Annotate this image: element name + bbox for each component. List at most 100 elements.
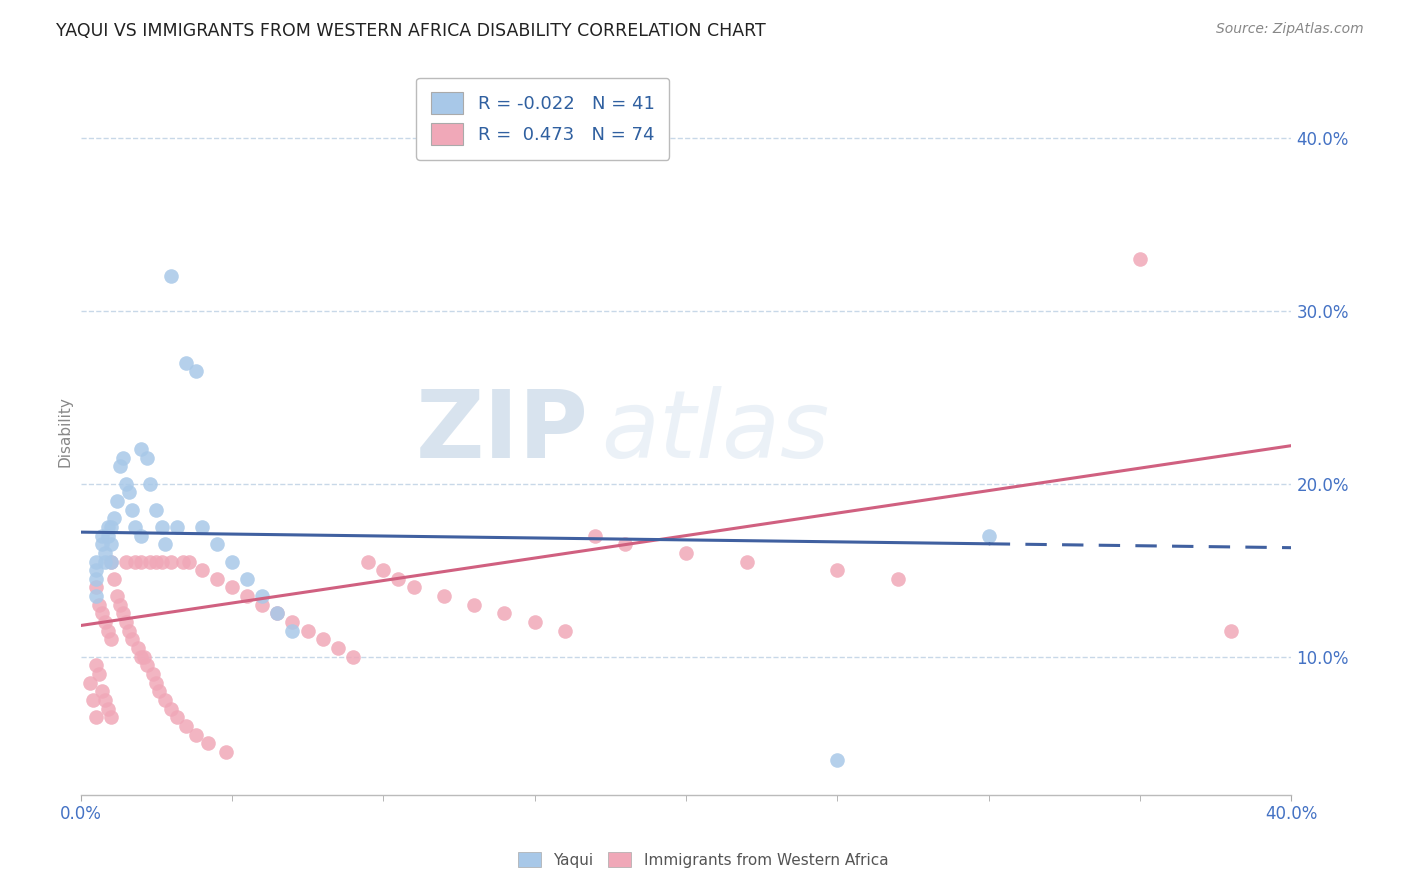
Point <box>554 624 576 638</box>
Point <box>90 537 112 551</box>
Point <box>90 607 112 621</box>
Point <box>129 555 152 569</box>
Point <box>155 693 177 707</box>
Point <box>108 459 131 474</box>
Point <box>103 572 125 586</box>
Point <box>827 563 849 577</box>
Point <box>136 658 159 673</box>
Point <box>176 719 198 733</box>
Point <box>100 555 122 569</box>
Point <box>90 528 112 542</box>
Point <box>205 572 228 586</box>
Point <box>190 563 212 577</box>
Point <box>97 520 120 534</box>
Point <box>523 615 546 629</box>
Point <box>373 563 395 577</box>
Point <box>312 632 335 647</box>
Point <box>675 546 697 560</box>
Point <box>97 624 120 638</box>
Point <box>236 572 259 586</box>
Point <box>266 607 288 621</box>
Point <box>297 624 319 638</box>
Point <box>82 693 104 707</box>
Point <box>100 555 122 569</box>
Point <box>148 684 170 698</box>
Point <box>84 589 107 603</box>
Point <box>118 624 141 638</box>
Point <box>105 589 128 603</box>
Point <box>160 701 183 715</box>
Point <box>1219 624 1241 638</box>
Point <box>93 615 115 629</box>
Point <box>155 537 177 551</box>
Point <box>1129 252 1152 266</box>
Point <box>614 537 637 551</box>
Point <box>115 476 138 491</box>
Point <box>145 555 167 569</box>
Point <box>111 607 134 621</box>
Point <box>84 563 107 577</box>
Point <box>93 546 115 560</box>
Point <box>87 667 110 681</box>
Point <box>172 555 194 569</box>
Point <box>90 684 112 698</box>
Point <box>357 555 380 569</box>
Point <box>827 754 849 768</box>
Point <box>100 537 122 551</box>
Point <box>281 615 304 629</box>
Point <box>87 598 110 612</box>
Point <box>145 675 167 690</box>
Point <box>136 450 159 465</box>
Point <box>100 520 122 534</box>
Point <box>132 649 155 664</box>
Legend: R = -0.022   N = 41, R =  0.473   N = 74: R = -0.022 N = 41, R = 0.473 N = 74 <box>416 78 669 160</box>
Point <box>250 598 273 612</box>
Point <box>221 555 243 569</box>
Point <box>84 658 107 673</box>
Point <box>494 607 516 621</box>
Point <box>100 710 122 724</box>
Point <box>115 615 138 629</box>
Point <box>129 649 152 664</box>
Point <box>108 598 131 612</box>
Point <box>79 675 101 690</box>
Point <box>205 537 228 551</box>
Point <box>190 520 212 534</box>
Point <box>121 502 143 516</box>
Point <box>150 520 173 534</box>
Point <box>387 572 409 586</box>
Point <box>84 555 107 569</box>
Legend: Yaqui, Immigrants from Western Africa: Yaqui, Immigrants from Western Africa <box>510 844 896 875</box>
Point <box>121 632 143 647</box>
Point <box>236 589 259 603</box>
Text: atlas: atlas <box>602 386 830 477</box>
Point <box>160 269 183 284</box>
Point <box>197 736 219 750</box>
Point <box>184 364 207 378</box>
Point <box>97 528 120 542</box>
Text: ZIP: ZIP <box>416 386 589 478</box>
Point <box>84 581 107 595</box>
Point <box>326 640 349 655</box>
Point <box>93 555 115 569</box>
Point <box>118 485 141 500</box>
Point <box>145 502 167 516</box>
Point <box>176 355 198 369</box>
Point <box>184 727 207 741</box>
Point <box>433 589 456 603</box>
Point <box>97 701 120 715</box>
Text: YAQUI VS IMMIGRANTS FROM WESTERN AFRICA DISABILITY CORRELATION CHART: YAQUI VS IMMIGRANTS FROM WESTERN AFRICA … <box>56 22 766 40</box>
Point <box>281 624 304 638</box>
Point <box>215 745 238 759</box>
Point <box>139 476 162 491</box>
Point <box>139 555 162 569</box>
Point <box>166 710 188 724</box>
Y-axis label: Disability: Disability <box>58 396 72 467</box>
Point <box>887 572 910 586</box>
Point <box>93 693 115 707</box>
Point <box>84 572 107 586</box>
Point <box>111 450 134 465</box>
Point <box>127 640 149 655</box>
Point <box>100 632 122 647</box>
Point <box>179 555 201 569</box>
